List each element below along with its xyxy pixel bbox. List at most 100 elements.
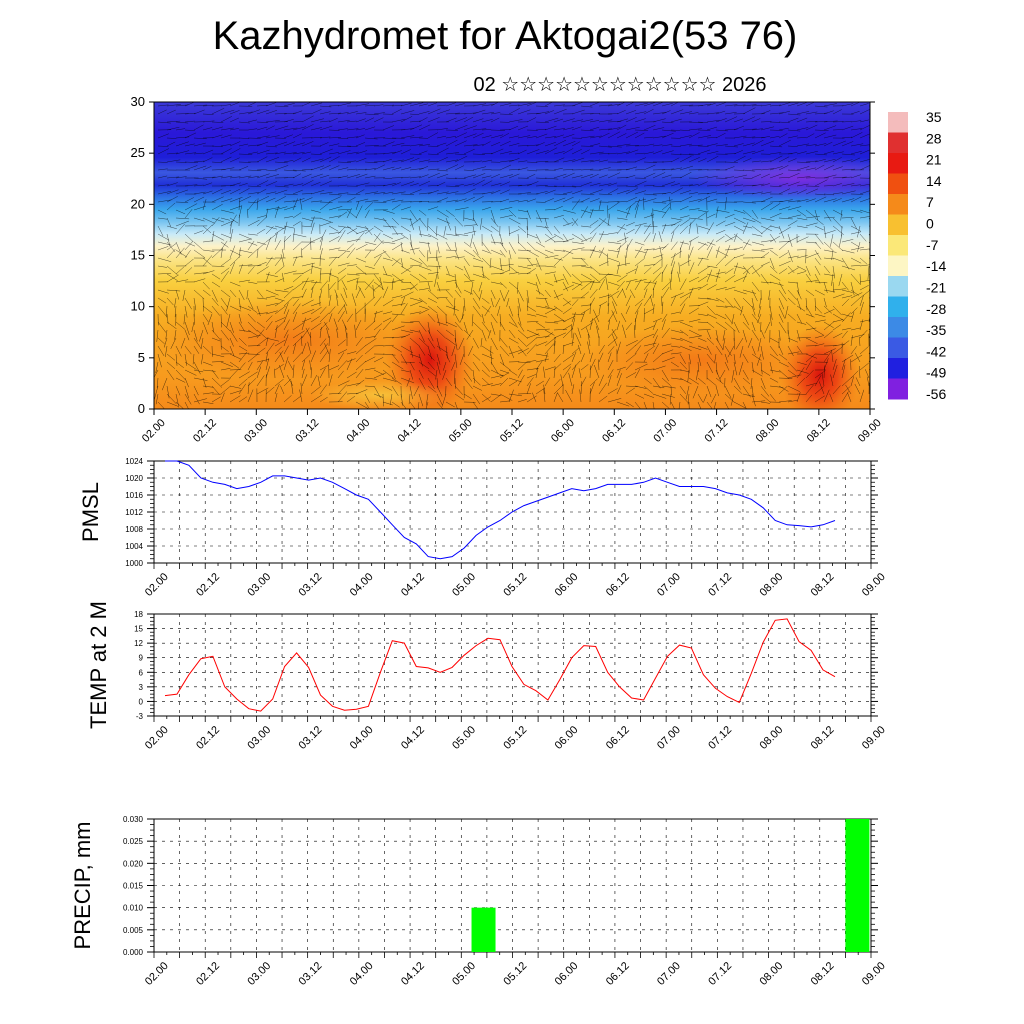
wind-vector bbox=[391, 273, 404, 283]
wind-vector bbox=[499, 313, 502, 327]
wind-vector bbox=[526, 297, 529, 312]
wind-vector bbox=[490, 369, 504, 377]
wind-vector bbox=[868, 161, 870, 163]
wind-vector bbox=[670, 217, 683, 221]
wind-vector bbox=[211, 230, 215, 243]
wind-vector bbox=[544, 102, 553, 107]
wind-vector bbox=[688, 208, 700, 211]
wind-vector bbox=[598, 200, 602, 211]
wind-vector bbox=[247, 321, 258, 332]
wind-vector bbox=[724, 245, 731, 259]
wind-vector bbox=[733, 289, 747, 295]
wind-vector bbox=[391, 345, 402, 353]
wind-vector bbox=[508, 184, 523, 187]
wind-vector bbox=[427, 225, 438, 235]
wind-vector bbox=[553, 193, 567, 195]
wind-vector bbox=[409, 176, 421, 179]
wind-vector bbox=[283, 286, 294, 291]
wind-vector bbox=[265, 386, 275, 395]
wind-vector bbox=[184, 197, 194, 203]
wind-vector bbox=[643, 308, 645, 323]
wind-vector bbox=[364, 385, 375, 387]
wind-vector bbox=[442, 361, 447, 371]
wind-vector bbox=[796, 117, 808, 123]
wind-vector bbox=[868, 305, 870, 307]
wind-vector bbox=[850, 335, 853, 347]
wind-vector bbox=[373, 273, 382, 285]
wind-vector bbox=[265, 152, 278, 155]
wind-vector bbox=[625, 145, 639, 147]
wind-vector bbox=[265, 256, 273, 267]
wind-vector bbox=[670, 320, 684, 323]
wind-vector bbox=[706, 265, 718, 268]
wind-vector bbox=[373, 296, 382, 307]
wind-vector bbox=[787, 385, 801, 392]
wind-vector bbox=[220, 305, 228, 315]
wind-vector bbox=[202, 257, 212, 266]
wind-vector bbox=[697, 158, 707, 163]
wind-vector bbox=[841, 298, 850, 307]
wind-vector bbox=[459, 353, 465, 365]
wind-vector bbox=[247, 169, 262, 172]
wind-vector bbox=[166, 289, 181, 292]
wind-vector bbox=[589, 314, 600, 323]
wind-vector bbox=[157, 199, 172, 203]
wind-vector bbox=[436, 147, 449, 155]
wind-vector bbox=[805, 327, 817, 331]
wind-vector bbox=[409, 113, 420, 116]
wind-vector bbox=[517, 313, 522, 326]
wind-vector bbox=[166, 248, 176, 259]
wind-vector bbox=[859, 149, 870, 155]
wind-vector bbox=[400, 345, 414, 354]
wind-vector bbox=[307, 341, 312, 355]
wind-vector bbox=[247, 389, 254, 403]
wind-vector bbox=[274, 265, 285, 275]
wind-vector bbox=[373, 251, 387, 259]
wind-vector bbox=[283, 127, 298, 131]
wind-vector bbox=[458, 337, 465, 350]
wind-vector bbox=[409, 168, 424, 171]
wind-vector bbox=[832, 151, 844, 155]
wind-vector bbox=[562, 249, 574, 254]
wind-vector bbox=[661, 385, 676, 389]
wind-vector bbox=[382, 141, 395, 147]
wind-vector bbox=[481, 119, 493, 123]
wind-vector bbox=[418, 377, 426, 390]
wind-vector bbox=[643, 248, 648, 259]
wind-vector bbox=[364, 117, 375, 123]
wind-vector bbox=[418, 174, 429, 179]
wind-vector bbox=[634, 318, 636, 331]
x-tick-label: 06.00 bbox=[553, 960, 581, 988]
wind-vector bbox=[706, 377, 717, 386]
grid bbox=[153, 818, 872, 953]
wind-vector bbox=[769, 313, 772, 326]
wind-vector bbox=[301, 288, 307, 299]
wind-vector bbox=[229, 221, 232, 235]
wind-vector bbox=[670, 269, 673, 283]
wind-vector bbox=[544, 249, 554, 254]
wind-vector bbox=[769, 273, 781, 281]
wind-vector bbox=[470, 281, 474, 295]
wind-vector bbox=[544, 366, 556, 371]
wind-vector bbox=[274, 350, 284, 363]
wind-vector bbox=[445, 241, 451, 251]
wind-vector bbox=[499, 353, 505, 366]
wind-vector bbox=[670, 352, 682, 355]
wind-vector bbox=[517, 225, 527, 233]
wind-vector bbox=[382, 191, 394, 195]
wind-vector bbox=[435, 369, 438, 380]
wind-vector bbox=[778, 400, 792, 403]
wind-vector bbox=[301, 299, 314, 307]
wind-vector bbox=[751, 160, 762, 163]
wind-vector bbox=[733, 184, 744, 187]
wind-vector bbox=[247, 329, 258, 337]
wind-vector bbox=[625, 322, 633, 331]
wind-vector bbox=[247, 151, 259, 155]
wind-vector bbox=[301, 359, 306, 371]
wind-vector bbox=[769, 235, 781, 243]
colorbar-swatch bbox=[888, 358, 908, 379]
wind-vector bbox=[445, 164, 459, 171]
wind-vector bbox=[841, 125, 854, 131]
wind-vector bbox=[805, 337, 818, 344]
wind-vector bbox=[841, 257, 850, 270]
